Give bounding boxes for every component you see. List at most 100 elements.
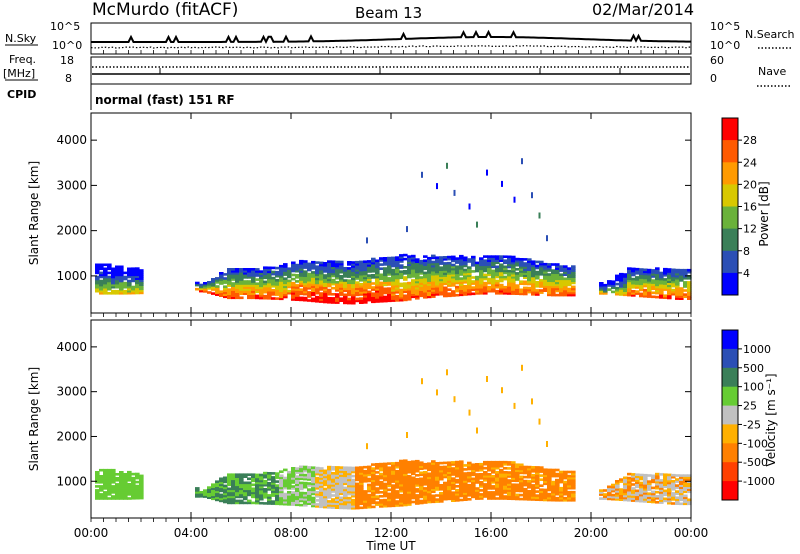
echo-cell bbox=[387, 279, 392, 282]
echo-cell bbox=[603, 292, 608, 295]
echo-cell bbox=[275, 474, 280, 477]
echo-cell bbox=[327, 465, 332, 469]
echo-cell bbox=[383, 498, 388, 502]
echo-cell bbox=[383, 283, 388, 287]
echo-cell bbox=[527, 268, 532, 271]
echo-cell bbox=[399, 266, 404, 269]
echo-cell bbox=[511, 278, 516, 281]
echo-cell bbox=[523, 469, 528, 473]
echo-cell bbox=[651, 478, 656, 482]
echo-cell bbox=[95, 493, 100, 496]
echo-cell bbox=[499, 273, 504, 277]
echo-cell bbox=[507, 288, 512, 291]
echo-cell bbox=[659, 495, 664, 498]
echo-cell bbox=[123, 285, 128, 289]
echo-cell bbox=[631, 475, 636, 478]
echo-cell bbox=[551, 474, 556, 478]
echo-cell bbox=[323, 284, 328, 287]
echo-cell bbox=[547, 472, 552, 476]
echo-cell bbox=[619, 272, 624, 276]
echo-cell bbox=[667, 477, 672, 481]
echo-cell bbox=[371, 261, 376, 265]
echo-cell bbox=[387, 297, 392, 301]
echo-cell bbox=[455, 267, 460, 270]
echo-cell bbox=[567, 470, 572, 474]
echo-cell bbox=[371, 265, 376, 269]
echo-cell bbox=[447, 489, 452, 493]
echo-cell bbox=[359, 482, 364, 485]
echo-cell bbox=[111, 497, 116, 500]
echo-cell bbox=[123, 271, 128, 275]
echo-cell bbox=[455, 293, 460, 297]
echo-cell bbox=[347, 297, 352, 301]
echo-cell bbox=[331, 478, 336, 481]
echo-cell bbox=[503, 479, 508, 482]
echo-cell bbox=[127, 291, 132, 295]
echo-cell bbox=[415, 262, 420, 265]
echo-cell bbox=[263, 270, 268, 273]
echo-cell bbox=[375, 463, 380, 466]
echo-cell bbox=[275, 472, 280, 475]
echo-cell bbox=[335, 274, 340, 278]
echo-cell bbox=[551, 472, 556, 476]
echo-cell bbox=[247, 270, 252, 273]
echo-cell bbox=[271, 282, 276, 286]
echo-cell bbox=[463, 478, 468, 481]
echo-cell bbox=[651, 279, 656, 282]
echo-cell bbox=[507, 473, 512, 476]
echo-cell bbox=[383, 486, 388, 490]
echo-cell bbox=[347, 287, 352, 291]
echo-cell bbox=[535, 476, 540, 479]
echo-cell bbox=[203, 288, 208, 291]
echo-cell bbox=[351, 494, 356, 498]
echo-cell bbox=[211, 284, 216, 287]
echo-cell bbox=[227, 282, 232, 285]
echo-cell bbox=[655, 281, 660, 285]
echo-cell bbox=[375, 294, 380, 297]
echo-cell bbox=[515, 485, 520, 489]
echo-cell bbox=[327, 270, 332, 274]
y-tick-label: 1000 bbox=[56, 269, 87, 283]
echo-cell bbox=[671, 498, 676, 501]
echo-cell bbox=[435, 262, 440, 266]
echo-cell bbox=[235, 481, 240, 485]
echo-cell bbox=[283, 285, 288, 289]
echo-cell bbox=[659, 281, 664, 285]
echo-cell bbox=[467, 473, 472, 477]
echo-cell bbox=[335, 262, 340, 266]
colorbar-tick-label: -25 bbox=[743, 418, 761, 431]
echo-cell bbox=[487, 473, 492, 476]
echo-cell bbox=[571, 275, 576, 278]
echo-cell bbox=[423, 263, 428, 266]
echo-cell bbox=[311, 299, 316, 303]
echo-cell bbox=[627, 267, 632, 270]
echo-cell bbox=[427, 289, 432, 292]
echo-cell bbox=[639, 272, 644, 275]
echo-cell bbox=[663, 473, 668, 476]
echo-cell bbox=[503, 285, 508, 289]
echo-cell bbox=[123, 497, 128, 500]
echo-cell bbox=[443, 278, 448, 281]
echo-cell bbox=[335, 488, 340, 491]
echo-cell bbox=[119, 471, 124, 474]
echo-cell bbox=[475, 489, 480, 492]
echo-cell bbox=[279, 494, 284, 498]
echo-cell bbox=[495, 281, 500, 285]
echo-cell bbox=[635, 270, 640, 273]
echo-cell bbox=[531, 276, 536, 280]
echo-cell bbox=[507, 463, 512, 466]
echo-cell bbox=[303, 481, 308, 485]
echo-cell bbox=[607, 493, 612, 497]
echo-cell bbox=[655, 490, 660, 494]
echo-cell bbox=[339, 492, 344, 496]
echo-cell bbox=[667, 497, 672, 501]
echo-cell bbox=[335, 301, 340, 304]
echo-cell bbox=[219, 276, 224, 279]
echo-cell bbox=[431, 262, 436, 266]
echo-cell bbox=[459, 256, 464, 260]
echo-cell bbox=[107, 468, 112, 472]
echo-cell bbox=[407, 269, 412, 273]
echo-cell bbox=[675, 480, 680, 483]
colorbar-tick-label: -500 bbox=[743, 456, 768, 469]
echo-cell bbox=[323, 298, 328, 302]
